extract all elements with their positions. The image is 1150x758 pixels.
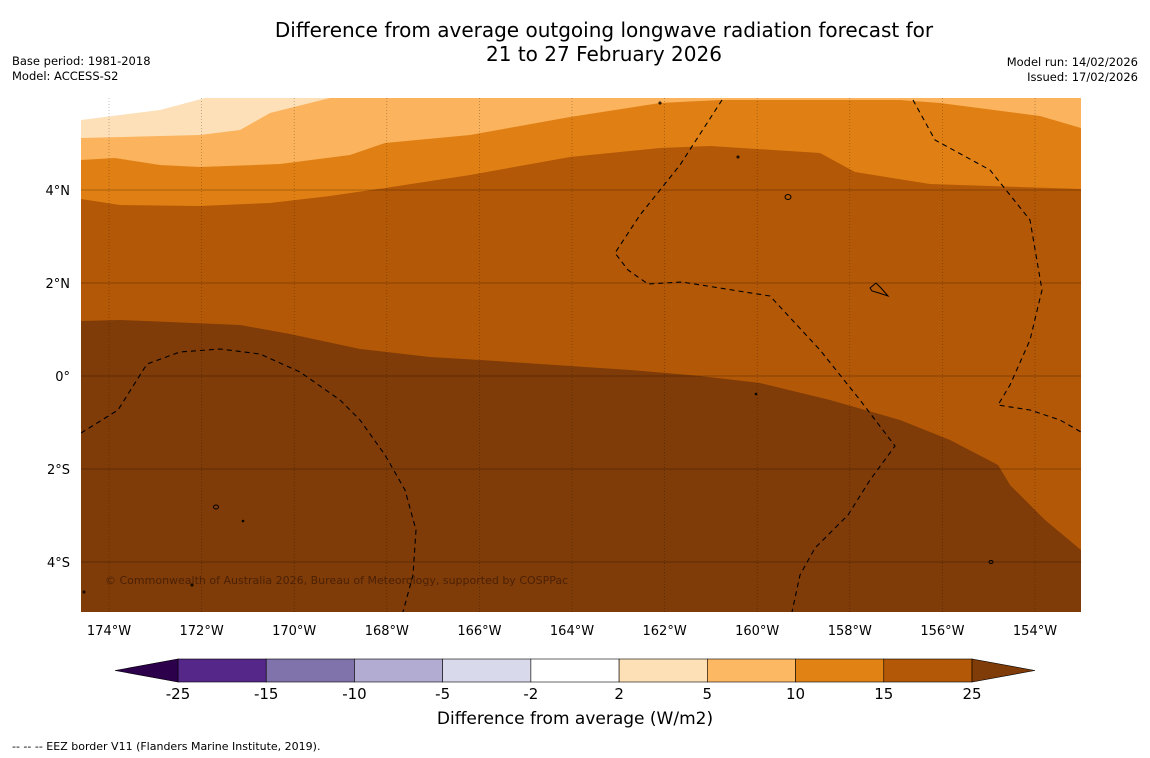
colorbar-tick-label: -25: [166, 685, 191, 703]
colorbar-segment: [883, 658, 973, 683]
lon-tick-label: 164°W: [550, 624, 594, 639]
latitude-labels: 4°N 2°N 0° 2°S 4°S: [46, 184, 71, 571]
contour-field: © Commonwealth of Australia 2026, Bureau…: [81, 98, 1081, 612]
island-2: [869, 282, 890, 298]
islands: [82, 101, 994, 594]
colorbar-tick-label: 15: [874, 685, 893, 703]
lat-tick-label: 4°N: [46, 184, 71, 199]
lon-tick-label: 160°W: [735, 624, 779, 639]
base-period: Base period: 1981-2018: [12, 54, 151, 68]
lon-tick-label: 166°W: [457, 624, 501, 639]
lat-tick-label: 0°: [55, 370, 70, 385]
colorbar-segment: [795, 658, 885, 683]
map-gridlines: [81, 98, 1081, 612]
island-4: [988, 560, 994, 564]
colorbar-tick-label: -5: [435, 685, 450, 703]
lon-tick-label: 158°W: [828, 624, 872, 639]
colorbar: -25 -15 -10 -5 -2 2 5 10 15 25: [114, 658, 1036, 703]
lat-tick-label: 2°S: [47, 463, 70, 478]
model-run: Model run: 14/02/2026: [1006, 55, 1138, 69]
colorbar-under-arrow: [114, 658, 179, 683]
colorbar-segment: [354, 658, 443, 683]
island-5: [658, 101, 662, 105]
colorbar-tick-label: -15: [254, 685, 279, 703]
island-10: [82, 590, 86, 594]
eez-borders: [81, 99, 1081, 612]
island-8: [754, 392, 758, 396]
colorbar-segment: [618, 658, 708, 683]
colorbar-title: Difference from average (W/m2): [436, 709, 714, 729]
lon-tick-label: 174°W: [87, 624, 131, 639]
title-line-2: 21 to 27 February 2026: [486, 42, 722, 66]
lon-tick-label: 170°W: [272, 624, 316, 639]
issued-date: Issued: 17/02/2026: [1027, 70, 1138, 84]
lat-tick-label: 2°N: [46, 277, 71, 292]
eez-border-central: [614, 99, 896, 612]
longitude-labels: 174°W 172°W 170°W 168°W 166°W 164°W 162°W 160°W…: [87, 624, 1057, 639]
lat-tick-label: 4°S: [47, 556, 70, 571]
lon-tick-label: 172°W: [180, 624, 224, 639]
colorbar-tick-label: -10: [342, 685, 367, 703]
colorbar-tick-label: -2: [523, 685, 538, 703]
eez-border-west: [81, 348, 417, 612]
meta-right: Model run: 14/02/2026 Issued: 17/02/2026: [1007, 55, 1138, 85]
copyright-notice: © Commonwealth of Australia 2026, Bureau…: [105, 574, 568, 587]
colorbar-segment: [707, 658, 796, 683]
island-7: [241, 519, 245, 523]
lon-tick-label: 154°W: [1013, 624, 1057, 639]
colorbar-tick-label: 25: [962, 685, 981, 703]
lon-tick-label: 156°W: [920, 624, 964, 639]
colorbar-tick-label: 5: [703, 685, 713, 703]
lon-tick-label: 168°W: [365, 624, 409, 639]
colorbar-over-arrow: [971, 658, 1036, 683]
island-6: [736, 155, 740, 159]
colorbar-tick-label: 2: [614, 685, 624, 703]
title-line-1: Difference from average outgoing longwav…: [274, 18, 934, 42]
colorbar-segment: [442, 658, 532, 683]
chart-title: Difference from average outgoing longwav…: [0, 18, 1150, 66]
island-9: [190, 583, 194, 587]
lon-tick-label: 162°W: [643, 624, 687, 639]
band-gt-25: [81, 320, 1081, 612]
island-1: [784, 194, 792, 200]
island-3: [213, 504, 219, 510]
colorbar-segment: [265, 658, 355, 683]
colorbar-segment: [177, 658, 267, 683]
model-name: Model: ACCESS-S2: [12, 69, 119, 83]
eez-legend-note: -- -- -- EEZ border V11 (Flanders Marine…: [12, 740, 321, 753]
colorbar-segment: [530, 658, 620, 683]
meta-left: Base period: 1981-2018 Model: ACCESS-S2: [12, 54, 151, 84]
colorbar-tick-label: 10: [786, 685, 805, 703]
